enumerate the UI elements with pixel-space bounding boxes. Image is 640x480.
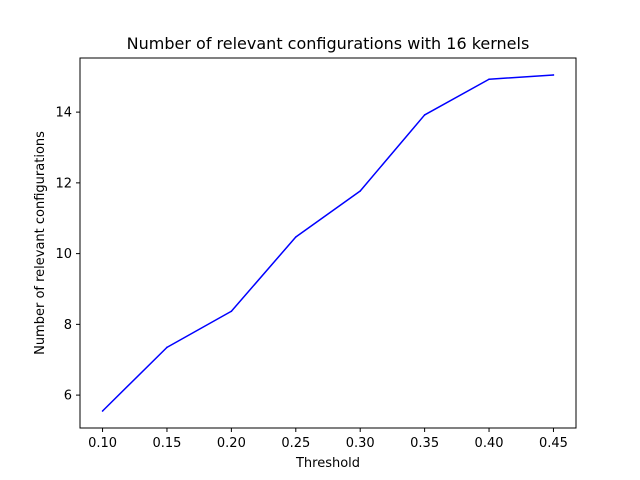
data-point <box>488 78 490 81</box>
y-tick-label: 10 <box>55 247 72 262</box>
chart-title: Number of relevant configurations with 1… <box>127 34 530 53</box>
x-tick-label: 0.25 <box>281 436 310 451</box>
plot-frame <box>79 57 577 429</box>
x-tick-label: 0.15 <box>152 436 181 451</box>
data-point <box>230 310 233 313</box>
data-point <box>359 190 362 192</box>
x-tick-label: 0.10 <box>88 436 117 451</box>
y-tick-label: 6 <box>64 389 72 404</box>
x-tick-label: 0.30 <box>346 436 375 451</box>
series-line-0 <box>102 74 554 412</box>
y-axis: 6 8 10 12 14 <box>55 106 80 404</box>
y-tick-label: 8 <box>64 318 72 333</box>
y-tick-label: 14 <box>55 106 72 121</box>
data-point <box>423 114 426 116</box>
y-tick-label: 12 <box>55 176 72 191</box>
y-axis-label: Number of relevant configurations <box>33 131 48 355</box>
x-tick-label: 0.40 <box>475 436 504 451</box>
data-point <box>552 74 555 76</box>
data-point <box>101 410 104 412</box>
data-point <box>166 346 168 349</box>
x-axis-label: Threshold <box>295 456 360 471</box>
x-tick-label: 0.35 <box>410 436 439 451</box>
x-tick-label: 0.45 <box>539 436 568 451</box>
data-point <box>294 236 297 238</box>
x-tick-label: 0.20 <box>217 436 246 451</box>
plot-area <box>101 74 555 412</box>
x-axis: 0.10 0.15 0.20 0.25 0.30 0.35 0.40 0.45 <box>88 428 568 451</box>
